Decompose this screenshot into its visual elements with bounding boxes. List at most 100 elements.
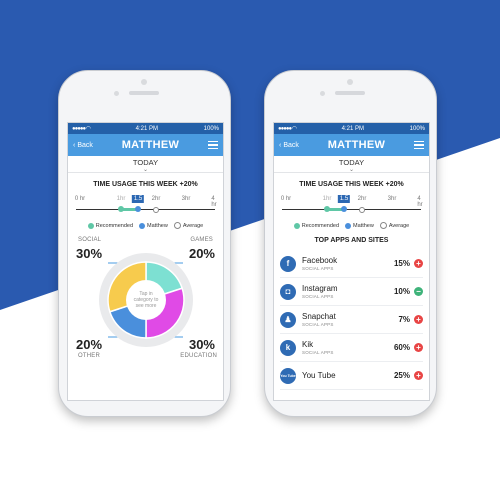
tick-0: 0 hr [74, 196, 86, 202]
page-title: MATTHEW [121, 139, 180, 151]
nav-bar: ‹ Back MATTHEW [274, 134, 429, 156]
tap-hint-3: see more [136, 303, 157, 309]
legend-label: Matthew [353, 222, 374, 229]
app-category: SOCIAL APPS [302, 322, 334, 327]
period-selector[interactable]: TODAY ⌄ [68, 156, 223, 173]
legend-average: Average [379, 222, 410, 229]
tick-current: 1.5 [337, 195, 351, 203]
dot-icon [345, 222, 352, 229]
period-selector[interactable]: TODAY ⌄ [274, 156, 429, 173]
tick-1: 1hr [322, 196, 332, 202]
tick-4: 4 hr [211, 196, 217, 208]
signal-icon: ●●●●● ◠ [72, 126, 91, 132]
app-name: Snapchat [302, 312, 336, 321]
games-value: 20% [188, 246, 215, 261]
app-category: SOCIAL APPS [302, 266, 334, 271]
snapchat-icon: ♟ [280, 311, 296, 328]
app-list: f Facebook SOCIAL APPS 15% + ◘ Instagram S… [280, 250, 423, 390]
battery-label: 100% [409, 125, 425, 132]
average-marker [359, 207, 365, 213]
list-item[interactable]: k Kik SOCIAL APPS 60% + [280, 334, 423, 362]
matthew-marker[interactable] [135, 206, 141, 212]
games-label: GAMES [190, 237, 213, 243]
slider-track [76, 209, 215, 210]
legend-recommended: Recommended [87, 222, 134, 229]
time-slider[interactable]: 0 hr 1hr 1.5 2hr 3hr 4 hr [281, 188, 423, 222]
tick-current: 1.5 [131, 195, 145, 203]
plus-icon[interactable]: + [414, 315, 423, 324]
app-value: 15% [393, 259, 410, 268]
slider-fill [121, 208, 138, 211]
legend: Recommended Matthew Average [274, 222, 429, 229]
donut-hole [126, 280, 166, 320]
youtube-icon: You Tube [280, 367, 296, 384]
circle-icon [379, 222, 387, 229]
tap-hint-1: Tap in [139, 291, 153, 297]
tick-1: 1hr [116, 196, 126, 202]
average-marker [153, 207, 159, 213]
legend-label: Recommended [301, 222, 340, 229]
list-item[interactable]: ♟ Snapchat SOCIAL APPS 7% + [280, 306, 423, 334]
screen: ●●●●● ◠ 4:21 PM 100% ‹ Back MATTHEW TODAY… [67, 122, 224, 401]
app-value: 60% [393, 343, 410, 352]
battery-label: 100% [203, 125, 219, 132]
other-label: OTHER [78, 353, 100, 359]
app-name: Kik [302, 340, 314, 349]
matthew-marker[interactable] [341, 206, 347, 212]
legend-label: Average [182, 222, 204, 229]
tick-3: 3hr [181, 196, 191, 202]
list-item[interactable]: You Tube You Tube 25% + [280, 362, 423, 390]
usage-title: TIME USAGE THIS WEEK +20% [299, 181, 404, 188]
education-value: 30% [188, 337, 215, 352]
status-time: 4:21 PM [341, 125, 365, 132]
back-button[interactable]: ‹ Back [73, 142, 93, 149]
category-chart: SOCIAL 30% GAMES 20% 20% OTHER 30% EDUCA… [68, 235, 223, 365]
other-value: 20% [76, 337, 103, 352]
period-label: TODAY [338, 158, 365, 167]
recommended-marker [118, 206, 124, 212]
menu-icon[interactable] [208, 141, 218, 149]
sensor-icon [320, 91, 325, 96]
chevron-down-icon: ⌄ [142, 167, 149, 173]
app-category: SOCIAL APPS [302, 294, 334, 299]
recommended-marker [324, 206, 330, 212]
list-item[interactable]: f Facebook SOCIAL APPS 15% + [280, 250, 423, 278]
back-button[interactable]: ‹ Back [279, 142, 299, 149]
tap-hint-2: category to [134, 297, 159, 303]
phone-left: ●●●●● ◠ 4:21 PM 100% ‹ Back MATTHEW TODAY… [58, 70, 231, 417]
legend-label: Matthew [147, 222, 168, 229]
minus-icon[interactable]: − [414, 287, 423, 296]
chevron-left-icon: ‹ [73, 141, 76, 149]
tick-2: 2hr [357, 196, 367, 202]
check-icon [293, 222, 300, 229]
menu-icon[interactable] [414, 141, 424, 149]
chevron-left-icon: ‹ [279, 141, 282, 149]
camera-icon [141, 79, 147, 85]
legend-matthew: Matthew [345, 222, 374, 229]
plus-icon[interactable]: + [414, 259, 423, 268]
time-slider[interactable]: 0 hr 1hr 1.5 2hr 3hr 4 hr [74, 188, 217, 222]
status-bar: ●●●●● ◠ 4:21 PM 100% [68, 123, 223, 134]
circle-icon [173, 222, 181, 229]
tick-4: 4 hr [417, 196, 423, 208]
app-name: You Tube [302, 370, 336, 380]
app-value: 10% [393, 287, 410, 296]
legend-label: Recommended [95, 222, 134, 229]
donut-svg: Tap in category to see more [99, 253, 193, 347]
legend-recommended: Recommended [293, 222, 340, 229]
plus-icon[interactable]: + [414, 371, 423, 380]
legend: Recommended Matthew Average [68, 222, 223, 229]
slider-track [282, 209, 421, 210]
legend-label: Average [388, 222, 410, 229]
chevron-down-icon: ⌄ [348, 167, 355, 173]
list-item[interactable]: ◘ Instagram SOCIAL APPS 10% − [280, 278, 423, 306]
app-value: 25% [393, 371, 410, 380]
status-bar: ●●●●● ◠ 4:21 PM 100% [274, 123, 429, 134]
camera-icon [347, 79, 353, 85]
slider-fill [327, 208, 344, 211]
period-label: TODAY [132, 158, 159, 167]
nav-bar: ‹ Back MATTHEW [68, 134, 223, 156]
app-name: Instagram [302, 284, 338, 293]
plus-icon[interactable]: + [414, 343, 423, 352]
kik-icon: k [280, 339, 296, 356]
